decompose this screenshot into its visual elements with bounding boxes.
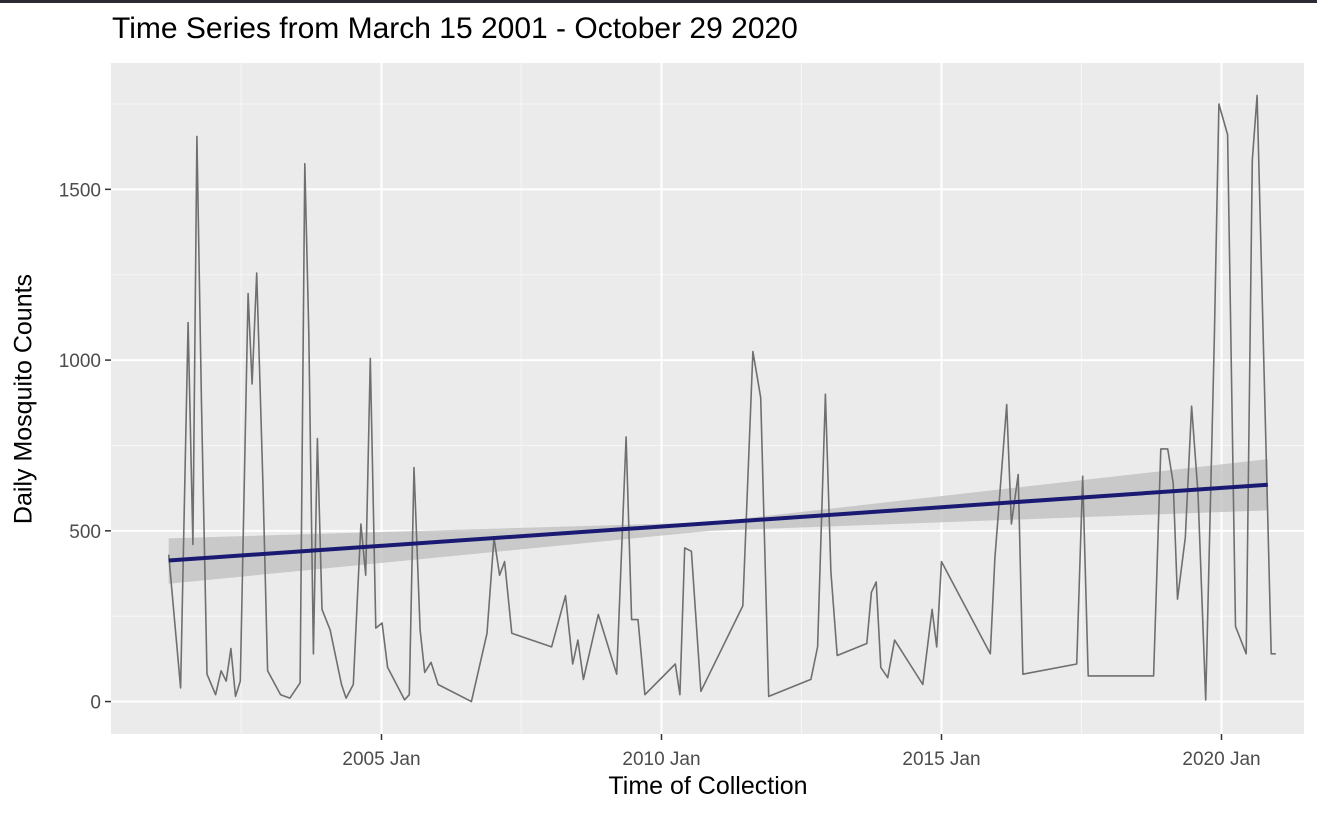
x-tick-label: 2005 Jan xyxy=(342,749,420,770)
axis-layer: 0 500 1000 1500 2005 Jan 2010 Jan 2015 Jan 2020… xyxy=(59,180,1261,770)
trend-line xyxy=(168,482,1268,563)
y-tick-label: 1000 xyxy=(59,351,101,372)
y-axis-title: Daily Mosquito Counts xyxy=(9,273,38,525)
chart-title: Time Series from March 15 2001 - October… xyxy=(112,12,798,45)
x-tick-label: 2020 Jan xyxy=(1182,749,1260,770)
window-top-border xyxy=(0,0,1317,3)
x-axis-title: Time of Collection xyxy=(608,772,808,800)
series-layer xyxy=(167,94,1276,703)
y-tick-label: 0 xyxy=(90,693,101,714)
mosquito-count-line xyxy=(167,94,1276,703)
trend-layer xyxy=(168,482,1268,563)
y-tick-label: 1500 xyxy=(59,180,101,201)
x-tick-label: 2010 Jan xyxy=(622,749,700,770)
x-tick-label: 2015 Jan xyxy=(902,749,980,770)
plot-panel xyxy=(111,63,1304,734)
y-tick-label: 500 xyxy=(69,522,101,543)
